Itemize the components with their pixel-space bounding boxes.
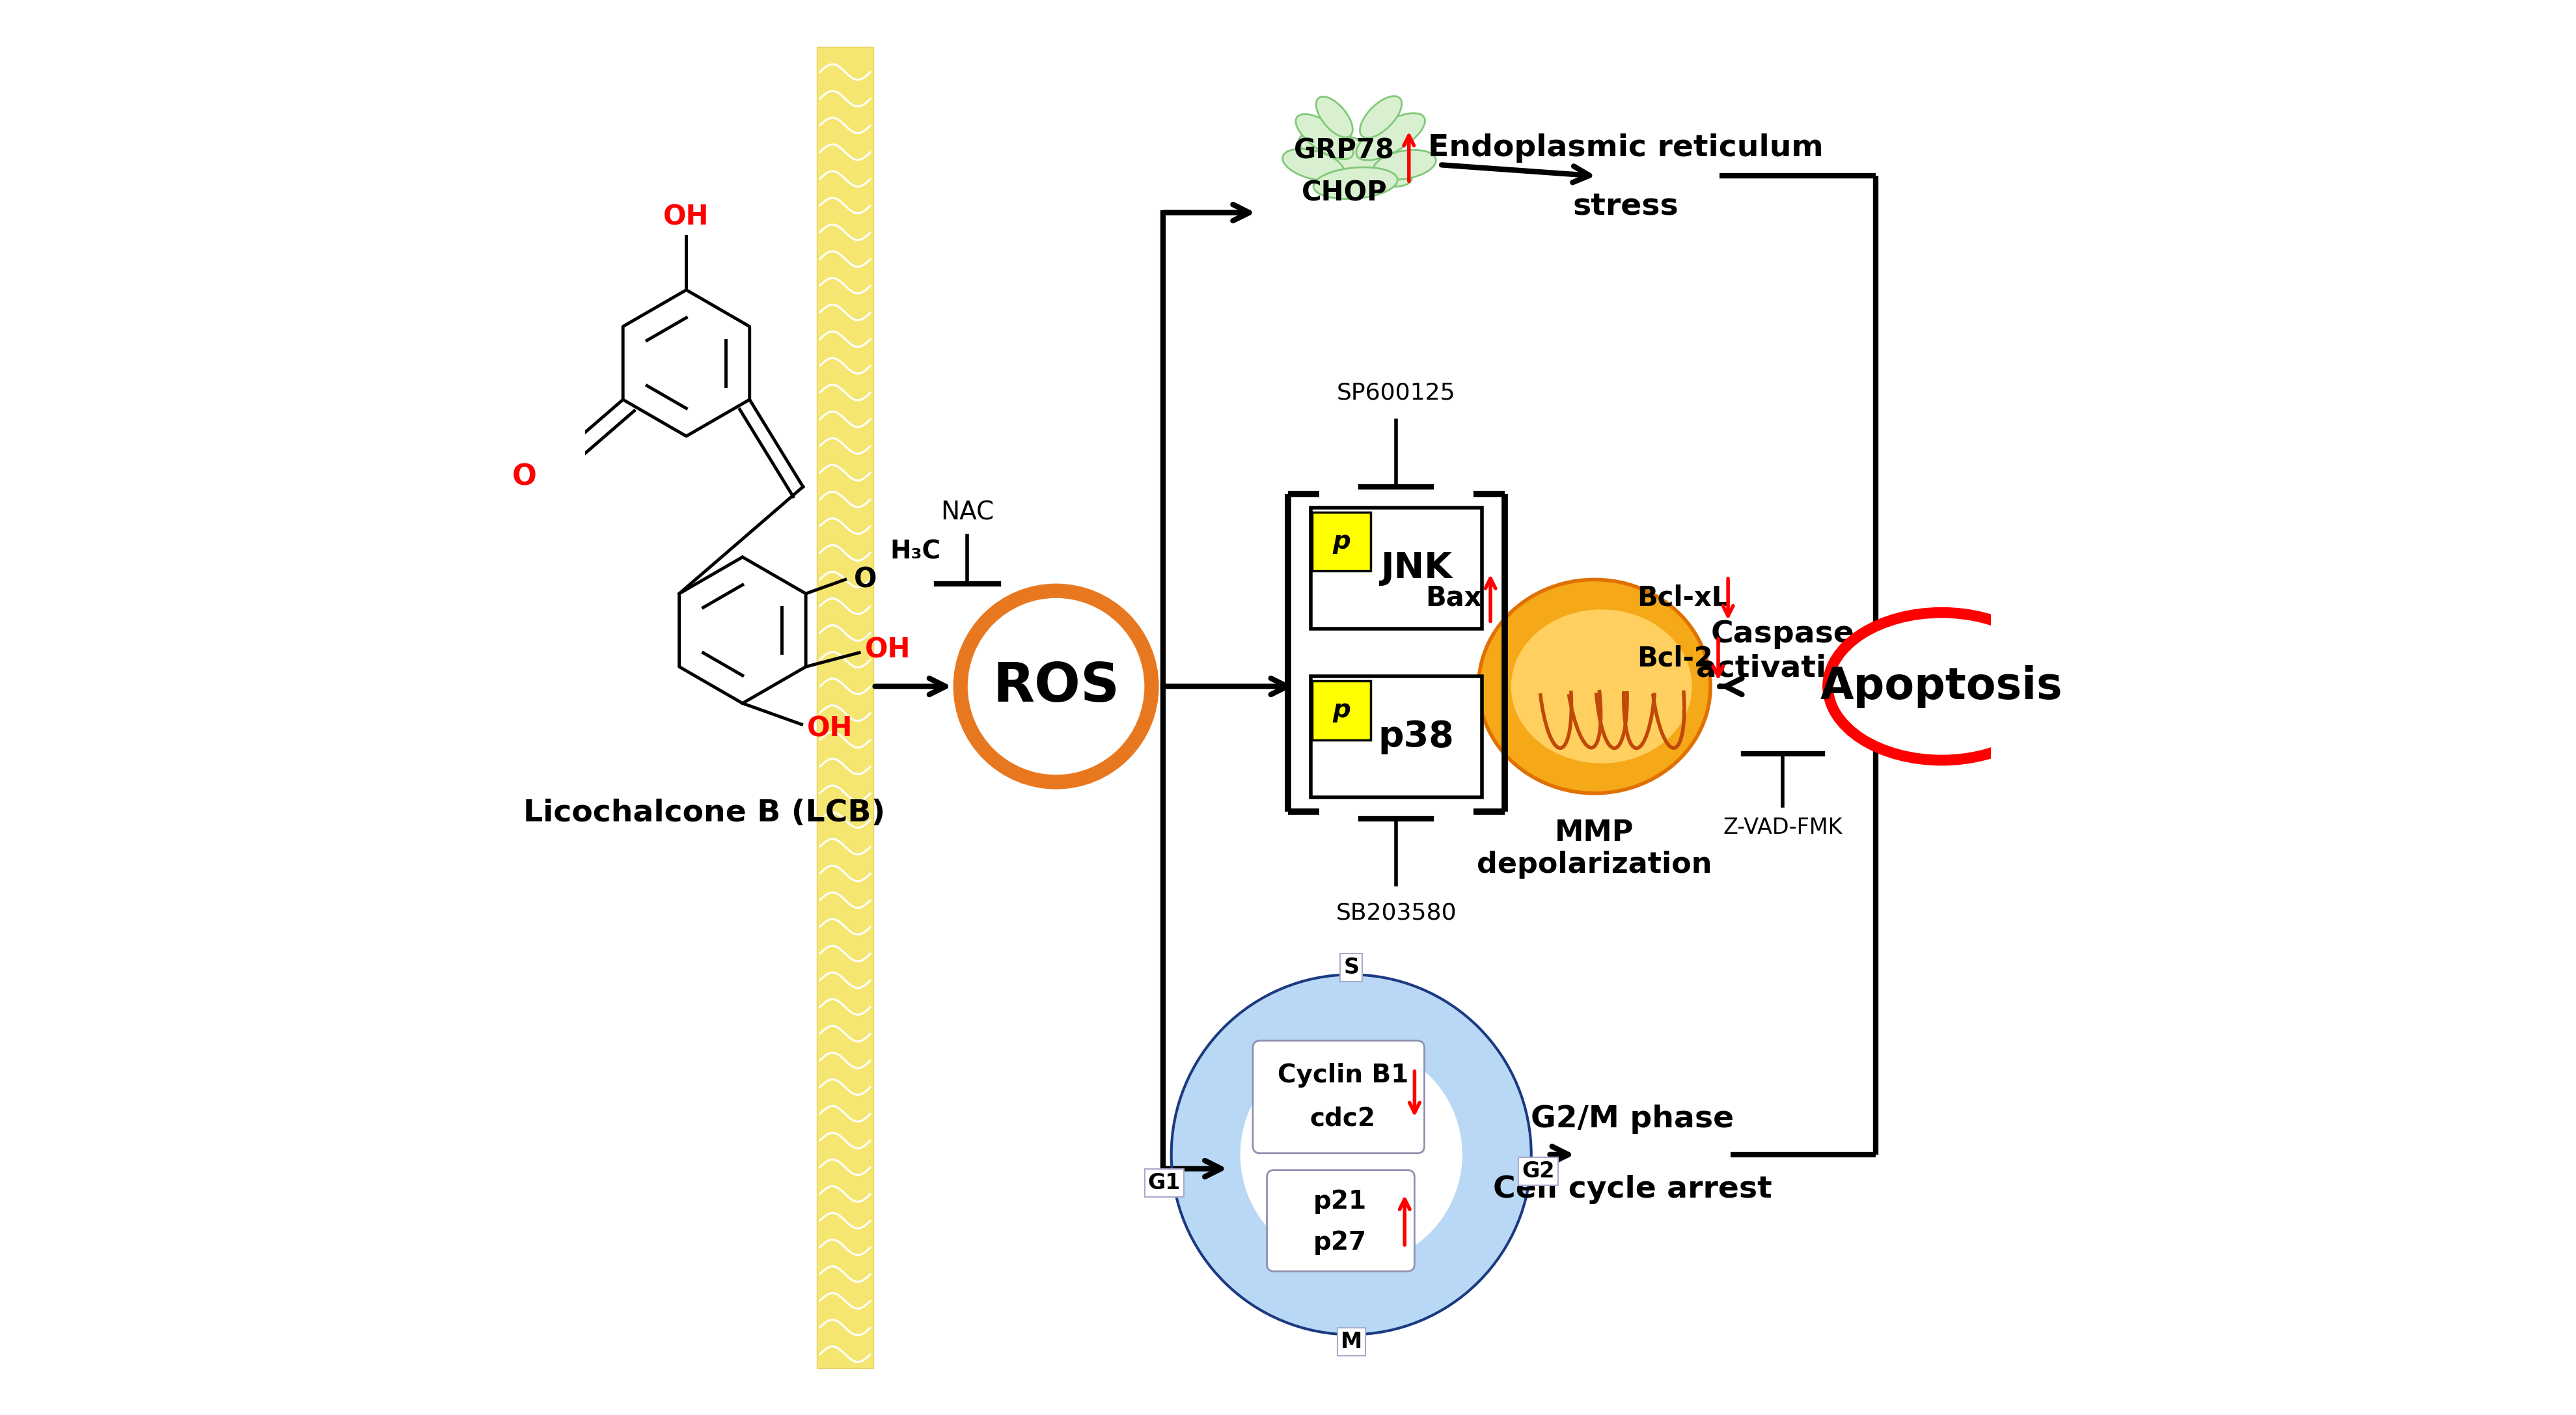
Text: OH: OH [866, 637, 912, 664]
Text: SP600125: SP600125 [1337, 382, 1455, 403]
Wedge shape [1172, 975, 1530, 1334]
Text: CHOP: CHOP [1301, 180, 1386, 207]
FancyBboxPatch shape [1267, 1170, 1414, 1271]
Text: OH: OH [665, 204, 708, 231]
Text: OH: OH [806, 715, 853, 743]
Text: cdc2: cdc2 [1311, 1107, 1376, 1131]
Text: NAC: NAC [940, 499, 994, 525]
Text: Endoplasmic reticulum: Endoplasmic reticulum [1427, 133, 1824, 163]
Text: G1: G1 [1149, 1172, 1180, 1193]
Ellipse shape [1512, 610, 1692, 763]
Ellipse shape [1296, 115, 1352, 160]
FancyBboxPatch shape [1252, 1040, 1425, 1153]
Wedge shape [1172, 1017, 1314, 1323]
Text: Cyclin B1: Cyclin B1 [1278, 1063, 1409, 1088]
Text: stress: stress [1571, 192, 1680, 222]
Ellipse shape [1829, 613, 2056, 760]
Ellipse shape [1298, 132, 1412, 187]
Text: GRP78: GRP78 [1293, 137, 1394, 164]
Text: Bax: Bax [1425, 584, 1481, 611]
Text: S: S [1345, 957, 1360, 978]
Text: p27: p27 [1314, 1230, 1368, 1255]
Text: Apoptosis: Apoptosis [1821, 665, 2063, 708]
Text: G2/M phase: G2/M phase [1530, 1105, 1734, 1133]
Ellipse shape [1479, 580, 1710, 794]
Circle shape [1242, 1044, 1461, 1264]
Text: Z-VAD-FMK: Z-VAD-FMK [1723, 818, 1842, 839]
Text: JNK: JNK [1381, 550, 1453, 586]
Text: MMP
depolarization: MMP depolarization [1476, 818, 1713, 879]
FancyBboxPatch shape [1311, 681, 1370, 740]
Text: ROS: ROS [992, 659, 1121, 713]
Ellipse shape [1283, 149, 1345, 181]
Text: O: O [513, 463, 536, 491]
Ellipse shape [1314, 167, 1399, 200]
Text: G2: G2 [1522, 1160, 1556, 1182]
Circle shape [961, 591, 1151, 782]
FancyBboxPatch shape [817, 47, 873, 1368]
Text: p21: p21 [1314, 1189, 1368, 1214]
Text: H₃C: H₃C [891, 539, 940, 563]
Ellipse shape [1373, 150, 1435, 180]
Ellipse shape [1316, 96, 1352, 137]
Text: SB203580: SB203580 [1337, 901, 1455, 924]
Text: Cell cycle arrest: Cell cycle arrest [1494, 1174, 1772, 1204]
Ellipse shape [1360, 96, 1401, 137]
Text: M: M [1340, 1332, 1363, 1353]
FancyBboxPatch shape [1311, 508, 1481, 628]
Text: p38: p38 [1378, 719, 1455, 754]
Text: Bcl-2: Bcl-2 [1636, 645, 1713, 672]
Text: p: p [1332, 529, 1350, 553]
Ellipse shape [1358, 113, 1425, 160]
FancyBboxPatch shape [1311, 512, 1370, 572]
Text: Bcl-xL: Bcl-xL [1636, 584, 1728, 611]
Wedge shape [1236, 975, 1412, 1071]
Wedge shape [1291, 1191, 1520, 1334]
Text: Caspase
activation: Caspase activation [1695, 620, 1870, 683]
Text: p: p [1332, 698, 1350, 723]
Text: Licochalcone B (LCB): Licochalcone B (LCB) [523, 799, 886, 828]
Text: O: O [853, 566, 876, 593]
FancyBboxPatch shape [1311, 676, 1481, 798]
Wedge shape [1388, 985, 1530, 1215]
